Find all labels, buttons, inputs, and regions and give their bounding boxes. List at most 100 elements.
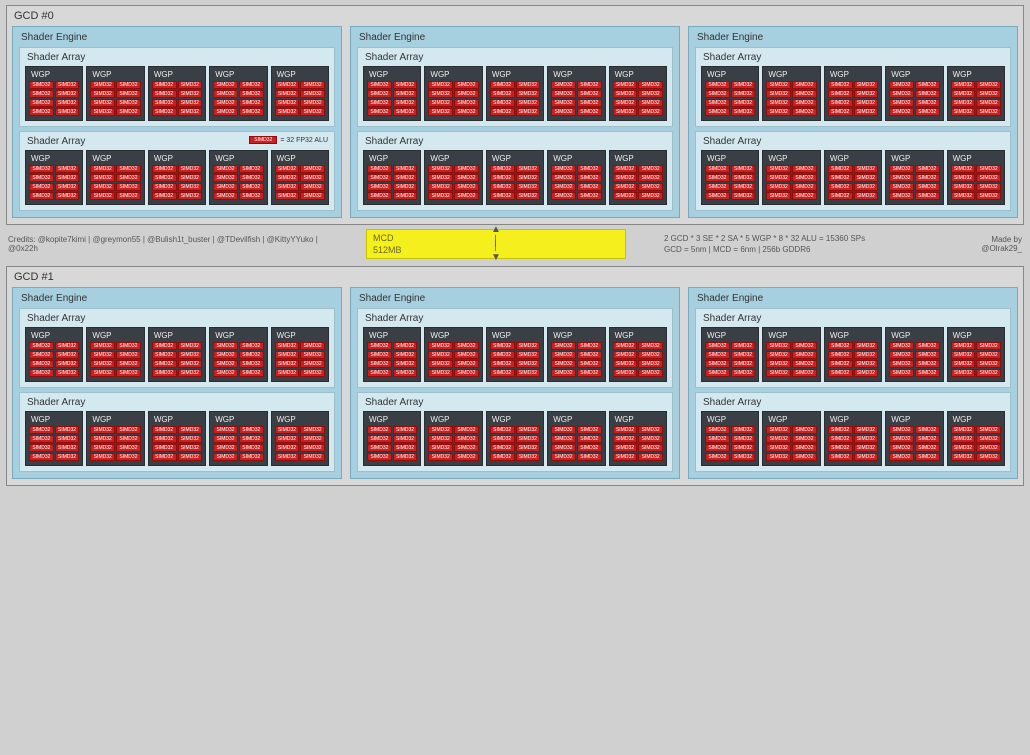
wgp-row: WGPSIMD32SIMD32SIMD32SIMD32SIMD32SIMD32S… xyxy=(25,411,329,466)
simd-grid: SIMD32SIMD32SIMD32SIMD32SIMD32SIMD32SIMD… xyxy=(213,165,263,200)
simd-unit: SIMD32 xyxy=(239,360,264,368)
simd-unit: SIMD32 xyxy=(638,81,663,89)
simd-unit: SIMD32 xyxy=(613,174,638,182)
simd-grid: SIMD32SIMD32SIMD32SIMD32SIMD32SIMD32SIMD… xyxy=(766,165,816,200)
simd-unit: SIMD32 xyxy=(90,360,115,368)
simd-grid: SIMD32SIMD32SIMD32SIMD32SIMD32SIMD32SIMD… xyxy=(213,342,263,377)
wgp-title: WGP xyxy=(551,154,601,165)
simd-unit: SIMD32 xyxy=(577,351,602,359)
wgp-title: WGP xyxy=(29,70,79,81)
simd-unit: SIMD32 xyxy=(854,426,879,434)
simd-unit: SIMD32 xyxy=(490,444,515,452)
simd-unit: SIMD32 xyxy=(951,174,976,182)
simd-unit: SIMD32 xyxy=(275,369,300,377)
wgp: WGPSIMD32SIMD32SIMD32SIMD32SIMD32SIMD32S… xyxy=(86,66,144,121)
simd-unit: SIMD32 xyxy=(490,108,515,116)
simd-unit: SIMD32 xyxy=(731,360,756,368)
simd-unit: SIMD32 xyxy=(454,108,479,116)
simd-unit: SIMD32 xyxy=(854,90,879,98)
simd-unit: SIMD32 xyxy=(55,369,80,377)
wgp: WGPSIMD32SIMD32SIMD32SIMD32SIMD32SIMD32S… xyxy=(885,150,943,205)
simd-unit: SIMD32 xyxy=(976,99,1001,107)
simd-unit: SIMD32 xyxy=(915,183,940,191)
simd-unit: SIMD32 xyxy=(828,90,853,98)
simd-unit: SIMD32 xyxy=(90,192,115,200)
simd-unit: SIMD32 xyxy=(90,81,115,89)
simd-unit: SIMD32 xyxy=(792,360,817,368)
simd-grid: SIMD32SIMD32SIMD32SIMD32SIMD32SIMD32SIMD… xyxy=(367,165,417,200)
simd-unit: SIMD32 xyxy=(152,90,177,98)
simd-grid: SIMD32SIMD32SIMD32SIMD32SIMD32SIMD32SIMD… xyxy=(828,426,878,461)
simd-unit: SIMD32 xyxy=(428,81,453,89)
simd-unit: SIMD32 xyxy=(613,183,638,191)
simd-unit: SIMD32 xyxy=(29,174,54,182)
wgp-title: WGP xyxy=(828,70,878,81)
simd-unit: SIMD32 xyxy=(29,453,54,461)
simd-grid: SIMD32SIMD32SIMD32SIMD32SIMD32SIMD32SIMD… xyxy=(29,342,79,377)
simd-unit: SIMD32 xyxy=(490,90,515,98)
simd-grid: SIMD32SIMD32SIMD32SIMD32SIMD32SIMD32SIMD… xyxy=(490,81,540,116)
simd-unit: SIMD32 xyxy=(915,174,940,182)
simd-unit: SIMD32 xyxy=(300,90,325,98)
wgp: WGPSIMD32SIMD32SIMD32SIMD32SIMD32SIMD32S… xyxy=(148,327,206,382)
simd-grid: SIMD32SIMD32SIMD32SIMD32SIMD32SIMD32SIMD… xyxy=(951,342,1001,377)
wgp-title: WGP xyxy=(213,70,263,81)
simd-unit: SIMD32 xyxy=(90,444,115,452)
simd-unit: SIMD32 xyxy=(275,90,300,98)
simd-unit: SIMD32 xyxy=(951,192,976,200)
simd-unit: SIMD32 xyxy=(951,360,976,368)
simd-unit: SIMD32 xyxy=(90,426,115,434)
simd-unit: SIMD32 xyxy=(178,435,203,443)
simd-unit: SIMD32 xyxy=(213,369,238,377)
simd-unit: SIMD32 xyxy=(152,165,177,173)
simd-unit: SIMD32 xyxy=(367,360,392,368)
simd-unit: SIMD32 xyxy=(275,183,300,191)
simd-unit: SIMD32 xyxy=(889,453,914,461)
wgp-title: WGP xyxy=(490,154,540,165)
simd-unit: SIMD32 xyxy=(275,99,300,107)
simd-unit: SIMD32 xyxy=(393,183,418,191)
wgp: WGPSIMD32SIMD32SIMD32SIMD32SIMD32SIMD32S… xyxy=(701,150,759,205)
simd-unit: SIMD32 xyxy=(454,183,479,191)
simd-unit: SIMD32 xyxy=(393,108,418,116)
shader-engine-title: Shader Engine xyxy=(357,29,673,47)
wgp: WGPSIMD32SIMD32SIMD32SIMD32SIMD32SIMD32S… xyxy=(762,150,820,205)
simd-unit: SIMD32 xyxy=(766,351,791,359)
simd-unit: SIMD32 xyxy=(367,165,392,173)
simd-unit: SIMD32 xyxy=(792,81,817,89)
simd-unit: SIMD32 xyxy=(976,342,1001,350)
wgp: WGPSIMD32SIMD32SIMD32SIMD32SIMD32SIMD32S… xyxy=(209,411,267,466)
wgp: WGPSIMD32SIMD32SIMD32SIMD32SIMD32SIMD32S… xyxy=(762,327,820,382)
simd-unit: SIMD32 xyxy=(705,192,730,200)
wgp: WGPSIMD32SIMD32SIMD32SIMD32SIMD32SIMD32S… xyxy=(86,327,144,382)
shader-array-title: Shader Array xyxy=(701,395,1005,411)
simd-unit: SIMD32 xyxy=(915,351,940,359)
simd-unit: SIMD32 xyxy=(275,81,300,89)
simd-unit: SIMD32 xyxy=(731,183,756,191)
simd-unit: SIMD32 xyxy=(152,435,177,443)
simd-grid: SIMD32SIMD32SIMD32SIMD32SIMD32SIMD32SIMD… xyxy=(367,426,417,461)
simd-unit: SIMD32 xyxy=(792,99,817,107)
simd-unit: SIMD32 xyxy=(239,369,264,377)
simd-unit: SIMD32 xyxy=(613,99,638,107)
wgp-title: WGP xyxy=(213,331,263,342)
simd-unit: SIMD32 xyxy=(55,444,80,452)
simd-unit: SIMD32 xyxy=(29,108,54,116)
wgp-title: WGP xyxy=(828,154,878,165)
simd-unit: SIMD32 xyxy=(178,426,203,434)
wgp: WGPSIMD32SIMD32SIMD32SIMD32SIMD32SIMD32S… xyxy=(947,327,1005,382)
shader-array: Shader ArrayWGPSIMD32SIMD32SIMD32SIMD32S… xyxy=(357,131,673,211)
wgp: WGPSIMD32SIMD32SIMD32SIMD32SIMD32SIMD32S… xyxy=(486,150,544,205)
simd-unit: SIMD32 xyxy=(551,369,576,377)
simd-unit: SIMD32 xyxy=(29,435,54,443)
simd-unit: SIMD32 xyxy=(516,435,541,443)
simd-unit: SIMD32 xyxy=(551,165,576,173)
simd-unit: SIMD32 xyxy=(300,342,325,350)
simd-unit: SIMD32 xyxy=(976,174,1001,182)
simd-unit: SIMD32 xyxy=(705,453,730,461)
simd-unit: SIMD32 xyxy=(551,435,576,443)
simd-unit: SIMD32 xyxy=(367,192,392,200)
simd-unit: SIMD32 xyxy=(275,360,300,368)
simd-unit: SIMD32 xyxy=(55,90,80,98)
wgp-title: WGP xyxy=(490,331,540,342)
